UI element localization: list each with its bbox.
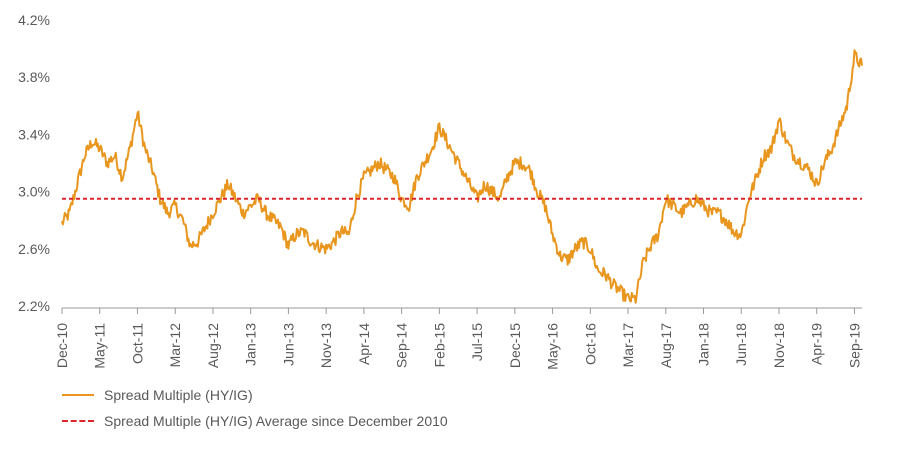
- x-tick-label: Jan-13: [243, 323, 259, 366]
- x-tick-label: Dec-10: [54, 323, 70, 368]
- y-tick-label: 4.2%: [18, 12, 50, 28]
- x-tick-label: Aug-12: [205, 323, 221, 368]
- x-tick-label: Jul-15: [469, 323, 485, 361]
- y-axis-labels: 4.2% 3.8% 3.4% 3.0% 2.6% 2.2%: [18, 12, 50, 314]
- x-tick-label: Feb-15: [431, 323, 447, 368]
- y-tick-label: 2.6%: [18, 241, 50, 257]
- x-tick-label: Sep-14: [394, 323, 410, 368]
- x-tick-label: Jun-18: [733, 323, 749, 366]
- x-tick-label: Apr-19: [809, 323, 825, 365]
- x-tick-label: Mar-12: [167, 323, 183, 368]
- legend-swatch-dashed: [62, 420, 94, 422]
- legend-label: Spread Multiple (HY/IG) Average since De…: [104, 413, 448, 429]
- legend-item-spread-multiple: Spread Multiple (HY/IG): [62, 382, 448, 408]
- legend-swatch-solid: [62, 394, 94, 396]
- x-tick-label: Oct-16: [582, 323, 598, 365]
- series-layer: [61, 49, 863, 304]
- x-tick-label: Nov-18: [771, 323, 787, 368]
- x-tick-label: Sep-19: [846, 323, 862, 368]
- x-tick-label: May-11: [92, 323, 108, 369]
- y-tick-label: 3.4%: [18, 126, 50, 142]
- y-tick-label: 3.0%: [18, 184, 50, 200]
- x-tick-label: Oct-11: [129, 323, 145, 364]
- x-tick-label: Apr-14: [356, 323, 372, 365]
- x-tick-label: Aug-17: [658, 323, 674, 368]
- x-tick-label: Nov-13: [318, 323, 334, 368]
- legend-label: Spread Multiple (HY/IG): [104, 387, 253, 403]
- x-tick-label: Jun-13: [280, 323, 296, 366]
- legend-item-average: Spread Multiple (HY/IG) Average since De…: [62, 408, 448, 434]
- x-tick-label: May-16: [545, 323, 561, 370]
- x-tick-label: Dec-15: [507, 323, 523, 368]
- y-tick-label: 3.8%: [18, 69, 50, 85]
- x-tick-label: Jan-18: [696, 323, 712, 366]
- x-axis: Dec-10 May-11 Oct-11 Mar-12 Aug-12 Jan-13 Jun-…: [54, 307, 862, 370]
- x-tick-label: Mar-17: [620, 323, 636, 368]
- series-line-spread-multiple: [61, 49, 863, 304]
- legend: Spread Multiple (HY/IG) Spread Multiple …: [62, 382, 448, 434]
- y-tick-label: 2.2%: [18, 298, 50, 314]
